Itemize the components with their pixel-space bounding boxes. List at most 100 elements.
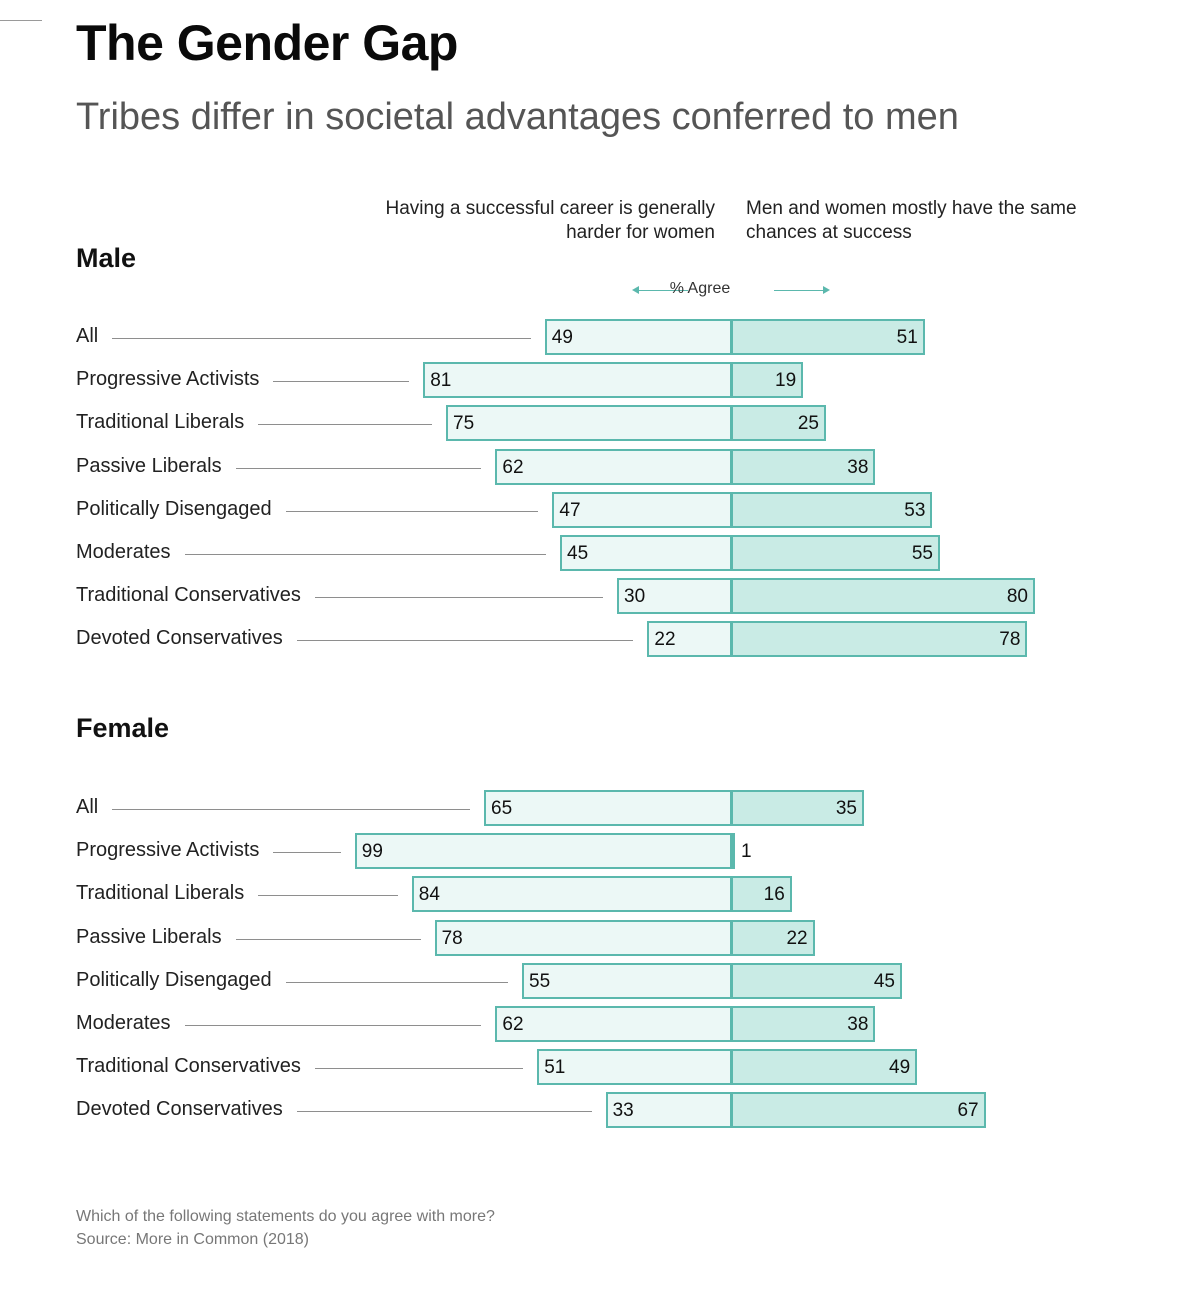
leader-line	[184, 1025, 482, 1026]
right-heading-line-2: chances at success	[746, 222, 912, 243]
value-label: 25	[797, 413, 819, 435]
bar-same-chances: 35	[731, 790, 864, 826]
bar-same-chances: 80	[731, 578, 1035, 615]
value-label: 45	[567, 543, 589, 564]
category-label: Progressive Activists	[76, 368, 260, 391]
chart-title: The Gender Gap	[76, 15, 458, 71]
bar-harder-for-women: 62	[495, 448, 732, 485]
value-label: 62	[502, 456, 524, 478]
left-heading-line-1: Having a successful career is generally	[385, 198, 716, 219]
bar-harder-for-women: 51	[537, 1049, 732, 1086]
leader-line	[296, 640, 634, 642]
value-label: 38	[847, 456, 869, 478]
bar-same-chances: 19	[731, 362, 804, 399]
bar-same-chances: 45	[731, 962, 902, 999]
chart-row: All 65 35	[0, 790, 1179, 828]
leader-line	[314, 597, 603, 599]
bar-harder-for-women: 30	[617, 578, 732, 615]
chart-row: Devoted Conservatives 22 78	[0, 621, 1179, 659]
leader-line	[184, 554, 546, 555]
value-label: 81	[430, 370, 452, 392]
bar-harder-for-women: 45	[560, 535, 732, 571]
bar-same-chances: 38	[731, 1006, 876, 1042]
leader-line	[235, 938, 421, 940]
leader-line	[258, 895, 398, 897]
bar-harder-for-women: 22	[647, 621, 732, 658]
bar-harder-for-women: 65	[484, 790, 732, 826]
chart-row: Politically Disengaged 55 45	[0, 962, 1179, 1001]
bar-harder-for-women: 75	[446, 405, 732, 442]
bar-same-chances: 25	[731, 405, 826, 442]
chart-row: Devoted Conservatives 33 67	[0, 1092, 1179, 1130]
chart-row: Moderates 45 55	[0, 535, 1179, 573]
value-label: 75	[453, 413, 475, 435]
bar-same-chances: 67	[731, 1092, 986, 1129]
value-label: 55	[529, 970, 551, 992]
category-label: All	[76, 325, 99, 347]
value-label: 22	[786, 927, 808, 949]
chart-row: Progressive Activists 81 19	[0, 362, 1179, 400]
value-label: 16	[763, 884, 785, 906]
category-label: Moderates	[76, 541, 171, 563]
category-label: Traditional Conservatives	[76, 584, 301, 607]
value-label: 65	[491, 798, 513, 819]
value-label: 1	[741, 841, 752, 863]
value-label: 22	[654, 629, 676, 651]
leader-line	[112, 809, 470, 810]
leader-line	[235, 467, 482, 469]
bar-same-chances: 1	[731, 833, 752, 870]
group-label-male: Male	[76, 243, 137, 273]
value-label: 84	[418, 884, 440, 906]
leader-line	[273, 381, 410, 383]
value-label: 45	[873, 970, 895, 992]
bar-harder-for-women: 62	[495, 1006, 732, 1042]
bar-harder-for-women: 78	[434, 919, 732, 956]
chart-row: Traditional Liberals 84 16	[0, 876, 1179, 914]
category-label: Devoted Conservatives	[76, 627, 283, 650]
group-label-female: Female	[76, 713, 170, 743]
leader-line	[285, 981, 508, 983]
bar-same-chances: 55	[731, 535, 940, 571]
bar-same-chances: 22	[731, 919, 815, 956]
value-label: 49	[551, 327, 573, 348]
bar-same-chances: 16	[731, 876, 792, 913]
value-label: 49	[889, 1057, 911, 1079]
bar-harder-for-women: 49	[544, 319, 732, 355]
bar-same-chances: 51	[731, 319, 925, 355]
category-label: All	[76, 796, 99, 818]
chart-row: Progressive Activists 99 1	[0, 833, 1179, 871]
leader-line	[258, 424, 432, 426]
value-label: 35	[835, 798, 857, 819]
leader-line	[112, 338, 531, 339]
value-label: 62	[502, 1014, 524, 1035]
leader-line	[273, 852, 341, 854]
footer-question: Which of the following statements do you…	[76, 1208, 495, 1225]
category-label: Devoted Conservatives	[76, 1098, 283, 1121]
axis-note: % Agree	[669, 280, 731, 297]
category-label: Politically Disengaged	[76, 968, 272, 991]
bar-harder-for-women: 81	[423, 362, 732, 399]
bar-same-chances: 78	[731, 621, 1028, 658]
chart-row: All 49 51	[0, 319, 1179, 357]
category-label: Moderates	[76, 1012, 171, 1034]
value-label: 53	[904, 499, 926, 521]
chart-row: Traditional Liberals 75 25	[0, 405, 1179, 443]
right-heading-line-1: Men and women mostly have the same	[746, 198, 1077, 219]
value-label: 30	[624, 586, 646, 608]
category-label: Passive Liberals	[76, 454, 222, 477]
bar-same-chances: 53	[731, 491, 933, 528]
category-label: Progressive Activists	[76, 839, 260, 862]
category-label: Traditional Liberals	[76, 882, 245, 905]
category-label: Passive Liberals	[76, 925, 222, 948]
bar-same-chances: 49	[731, 1049, 918, 1086]
chart-row: Passive Liberals 62 38	[0, 448, 1179, 487]
leader-line	[314, 1068, 524, 1070]
bar-harder-for-women: 33	[605, 1092, 732, 1129]
value-label: 99	[361, 841, 383, 863]
chart-row: Traditional Conservatives 51 49	[0, 1049, 1179, 1087]
value-label: 33	[612, 1100, 634, 1122]
left-heading-line-2: harder for women	[566, 222, 715, 243]
chart-row: Politically Disengaged 47 53	[0, 491, 1179, 530]
left-column-heading: Having a successful career is generally …	[315, 197, 716, 245]
bar-harder-for-women: 84	[411, 876, 732, 913]
